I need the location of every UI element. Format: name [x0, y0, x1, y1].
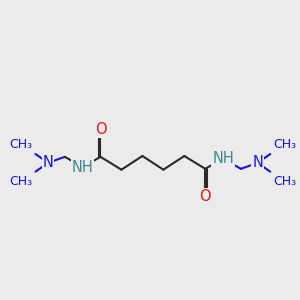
Text: N: N: [252, 155, 263, 170]
Text: N: N: [43, 155, 53, 170]
Text: CH₃: CH₃: [9, 175, 32, 188]
Text: CH₃: CH₃: [274, 138, 297, 151]
Text: NH: NH: [72, 160, 94, 175]
Text: O: O: [200, 189, 211, 204]
Text: NH: NH: [212, 151, 234, 166]
Text: CH₃: CH₃: [274, 175, 297, 188]
Text: CH₃: CH₃: [9, 138, 32, 151]
Text: O: O: [95, 122, 106, 137]
